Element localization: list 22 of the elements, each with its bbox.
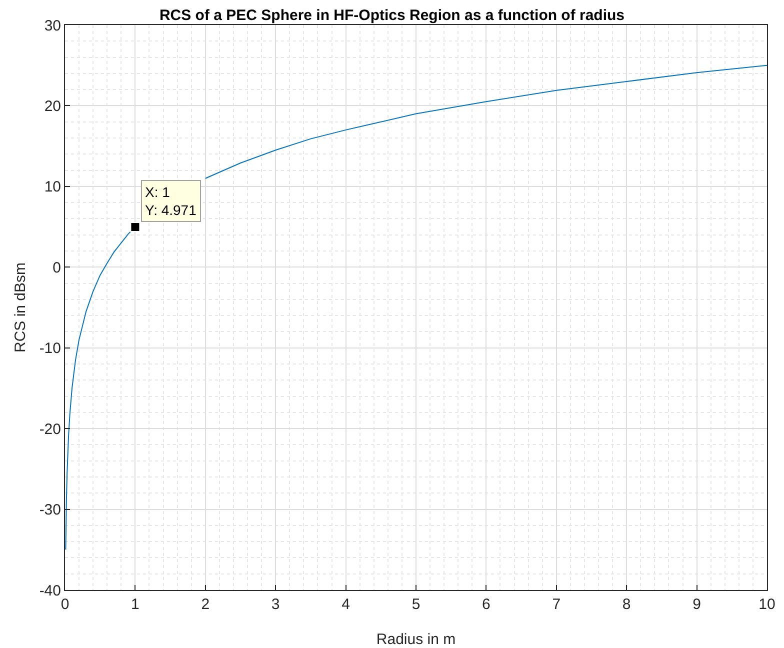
- y-tick-label: -30: [39, 502, 61, 519]
- x-tick-label: 9: [692, 596, 701, 613]
- x-axis-title: Radius in m: [376, 631, 456, 648]
- y-tick-label: -40: [39, 582, 61, 600]
- x-tick-label: 2: [201, 596, 210, 613]
- x-tick-label: 4: [342, 596, 350, 613]
- y-tick-label: -20: [39, 420, 61, 438]
- y-tick-label: 20: [44, 98, 61, 115]
- x-tick-label: 10: [758, 596, 776, 613]
- x-tick-label: 5: [412, 596, 420, 613]
- annotation: X: 1 Y: 4.971: [145, 184, 197, 218]
- x-tick-label: 3: [271, 596, 280, 613]
- x-tick-label: 7: [552, 596, 561, 613]
- y-tick-label: 0: [52, 259, 61, 276]
- chart-title: RCS of a PEC Sphere in HF-Optics Region as a function of radius: [159, 7, 625, 24]
- y-tick-label: -10: [39, 340, 61, 358]
- y-axis-title: RCS in dBsm: [12, 262, 29, 353]
- x-tick-label: 6: [482, 596, 490, 613]
- y-tick-label: 10: [44, 178, 61, 196]
- x-tick-label: 1: [131, 596, 140, 613]
- x-tick-label: 8: [622, 596, 631, 613]
- y-tick-label: 30: [44, 17, 61, 34]
